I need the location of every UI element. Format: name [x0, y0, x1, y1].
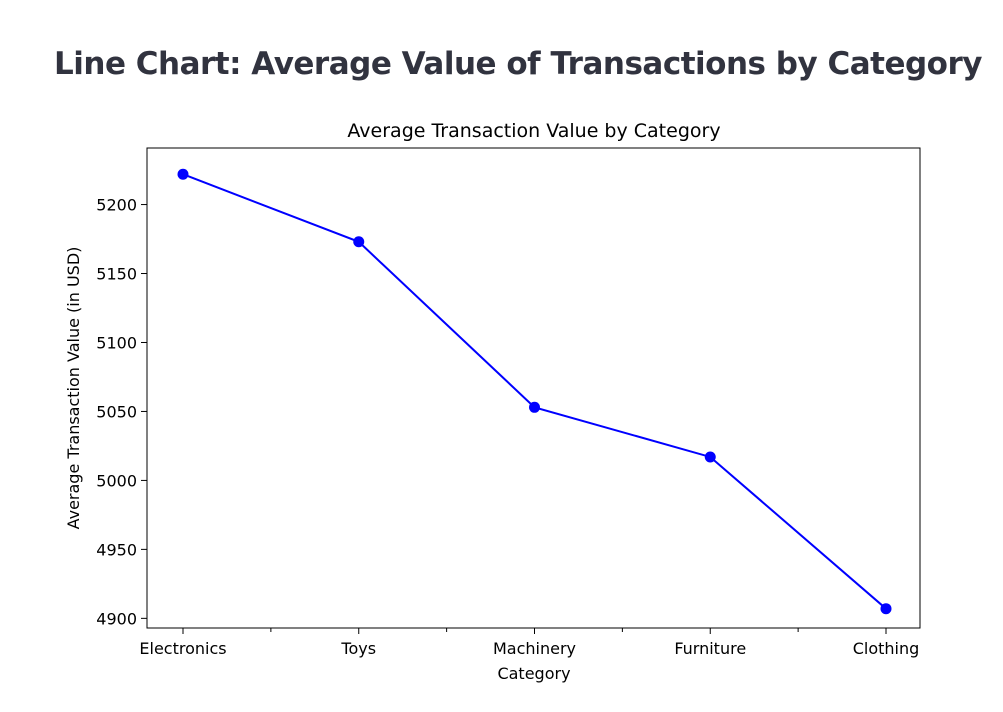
page-title: Line Chart: Average Value of Transaction…	[54, 46, 982, 82]
x-tick-label: Electronics	[139, 639, 226, 658]
x-tick-label: Clothing	[853, 639, 920, 658]
series-line	[182, 173, 887, 610]
y-tick-label: 5200	[96, 196, 137, 215]
y-axis: 4900 4950 5000 5050 5100 5150 5200	[96, 196, 147, 628]
x-tick-label: Machinery	[493, 639, 576, 658]
y-tick-label: 5000	[96, 471, 137, 490]
y-tick-label: 5100	[96, 333, 137, 352]
data-point	[177, 168, 189, 180]
data-point	[704, 451, 716, 463]
data-point	[880, 603, 892, 615]
x-axis-label: Category	[497, 664, 570, 683]
data-point	[353, 236, 365, 248]
y-tick-label: 4950	[96, 540, 137, 559]
y-tick-label: 5050	[96, 402, 137, 421]
plot-frame	[146, 147, 921, 629]
x-tick-label: Toys	[340, 639, 376, 658]
series-line-group	[177, 168, 892, 615]
chart-title: Average Transaction Value by Category	[347, 120, 720, 142]
x-tick-label: Furniture	[674, 639, 746, 658]
x-axis: Electronics Toys Machinery Furniture Clothin…	[139, 628, 919, 658]
y-axis-label: Average Transaction Value (in USD)	[64, 247, 83, 530]
y-tick-label: 4900	[96, 609, 137, 628]
y-tick-label: 5150	[96, 265, 137, 284]
data-point	[529, 401, 540, 413]
